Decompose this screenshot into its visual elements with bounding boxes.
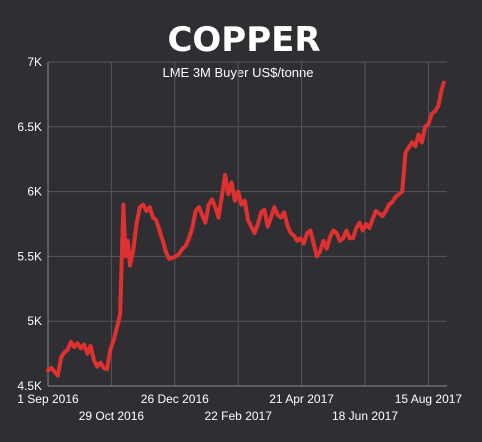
y-tick-label: 6.5K — [17, 120, 42, 134]
x-tick-label: 22 Feb 2017 — [205, 409, 273, 423]
y-tick-label: 5K — [27, 314, 42, 328]
series-layer — [46, 80, 446, 378]
series-line — [46, 80, 446, 378]
x-tick-label: 26 Dec 2016 — [141, 392, 209, 406]
x-tick-label: 15 Aug 2017 — [395, 392, 463, 406]
x-tick-label: 18 Jun 2017 — [332, 409, 398, 423]
x-tick-label: 21 Apr 2017 — [269, 392, 334, 406]
y-axis-ticks: 4.5K 5K 5.5K 6K 6.5K 7K — [17, 55, 42, 393]
y-tick-label: 4.5K — [17, 379, 42, 393]
y-tick-label: 6K — [27, 185, 42, 199]
grid — [48, 61, 447, 386]
y-tick-label: 7K — [27, 55, 42, 69]
x-tick-label: 1 Sep 2016 — [17, 392, 79, 406]
chart-title: COPPER — [167, 20, 320, 60]
axes — [47, 62, 447, 387]
x-tick-label: 29 Oct 2016 — [79, 409, 145, 423]
y-tick-label: 5.5K — [17, 249, 42, 263]
